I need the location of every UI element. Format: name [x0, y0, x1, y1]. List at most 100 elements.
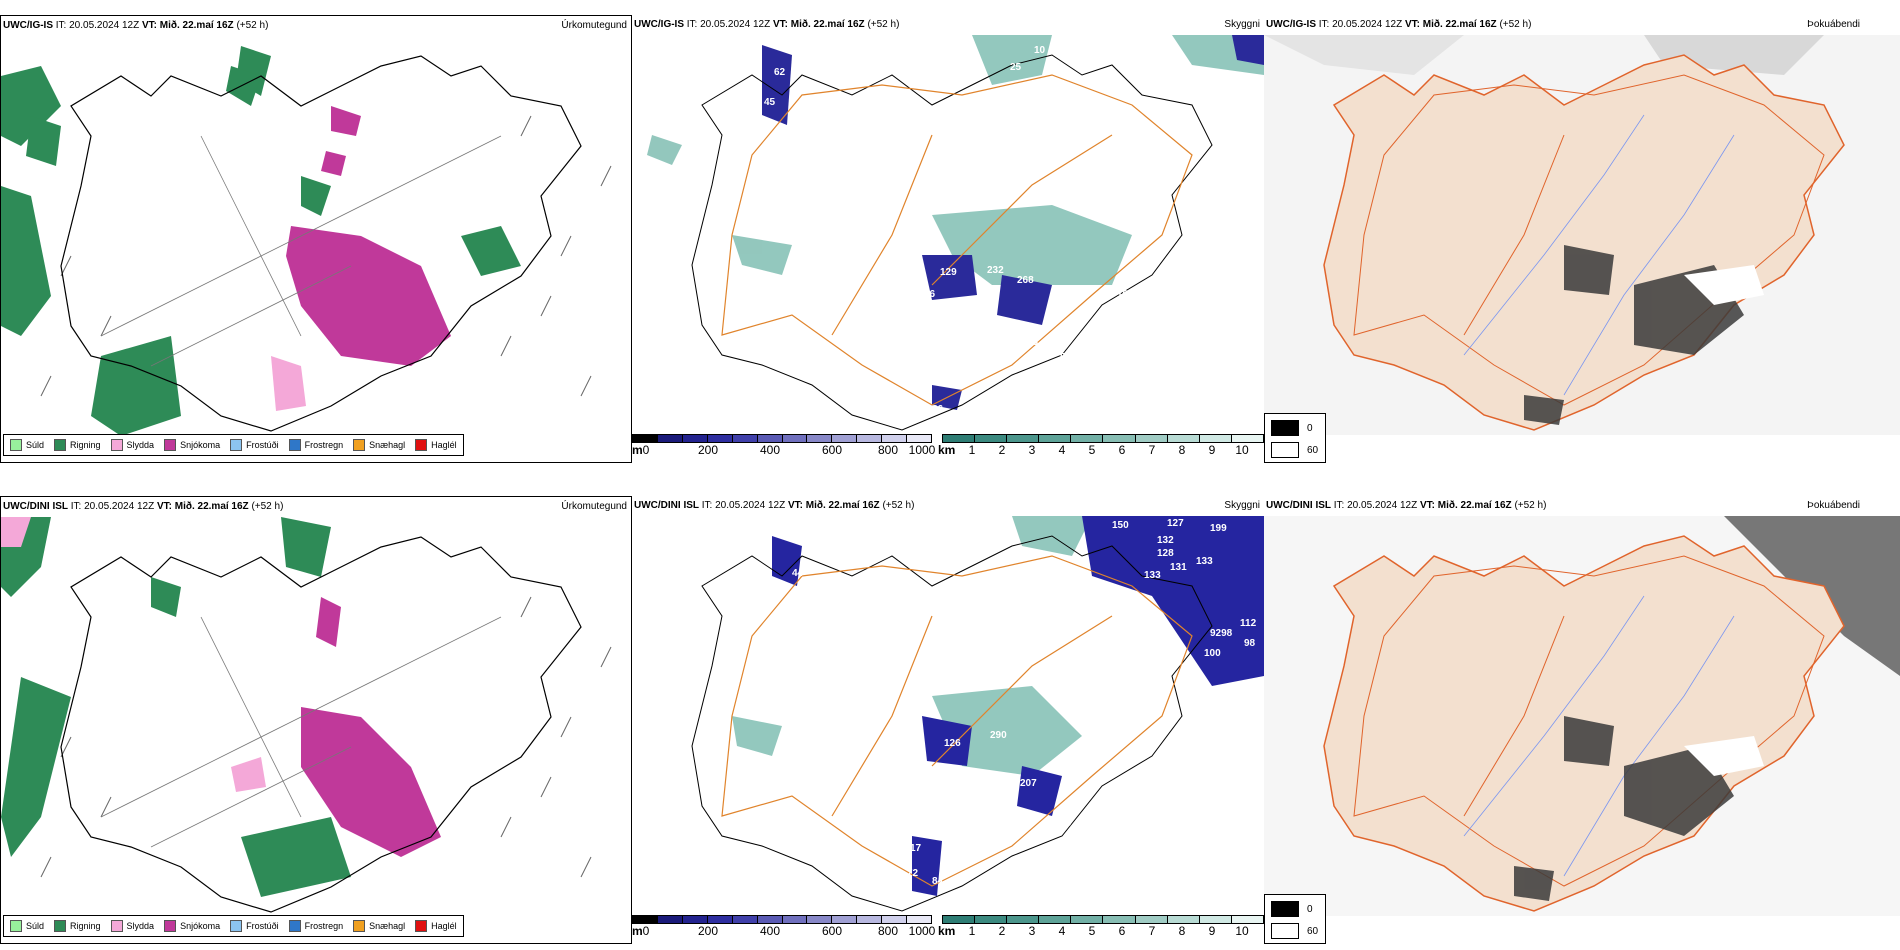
- value-label: 126: [944, 738, 961, 749]
- legend-swatch: [1271, 442, 1299, 458]
- fog-legend-item: 60: [1271, 923, 1325, 939]
- fog-map: [1264, 516, 1900, 916]
- panel-header: UWC/DINI ISL IT: 20.05.2024 12Z VT: Mið.…: [1266, 500, 1547, 511]
- value-label: 199: [1210, 523, 1227, 534]
- fog-legend-item: 60: [1271, 442, 1325, 458]
- legend-item: Súld: [10, 439, 44, 451]
- value-label: 207: [1020, 778, 1037, 789]
- value-label: 128: [1157, 548, 1174, 559]
- legend-swatch: [10, 439, 22, 451]
- legend-swatch: [110, 920, 123, 932]
- value-label: 84: [932, 876, 944, 887]
- fog-map: [1264, 35, 1900, 435]
- value-label: 31: [702, 723, 714, 734]
- value-label: 133: [1196, 556, 1213, 567]
- height-colorbar: m 0 200 400 600 800 1000: [632, 915, 935, 938]
- value-label: 127: [1167, 518, 1184, 529]
- precip-map: [1, 517, 612, 913]
- value-label: 86: [932, 404, 944, 415]
- value-label: 62: [774, 67, 786, 78]
- value-label: 73: [1027, 337, 1039, 348]
- panel-title: Þokuábendi: [1807, 19, 1860, 30]
- visibility-colorbar: km 1 2 3 4 5 6 7 8 9 10: [938, 915, 1264, 938]
- value-label: 70: [937, 325, 949, 336]
- value-label: 71: [1054, 335, 1066, 346]
- visibility-colorbar: km 1 2 3 4 5 6 7 8 9 10: [938, 434, 1264, 457]
- legend-swatch: [353, 920, 366, 932]
- visibility-ticks: km 1 2 3 4 5 6 7 8 9 10: [938, 443, 1249, 457]
- panel-title: Skyggni: [1224, 19, 1260, 30]
- panel-title: Úrkomutegund: [561, 501, 627, 512]
- panel-header: UWC/IG-IS IT: 20.05.2024 12Z VT: Mið. 22…: [3, 20, 269, 31]
- value-label: 45: [764, 97, 776, 108]
- legend-item: Snæhagl: [353, 920, 405, 932]
- cloud-vis-panel-top: UWC/IG-IS IT: 20.05.2024 12Z VT: Mið. 22…: [632, 15, 1264, 463]
- legend-swatch: [54, 439, 67, 451]
- value-label: 49: [910, 399, 922, 410]
- value-label: 9298: [1210, 628, 1233, 639]
- precip-map: [1, 46, 612, 436]
- legend-swatch: [288, 439, 301, 451]
- value-label: 10: [1117, 289, 1129, 300]
- legend-swatch: [1271, 420, 1299, 436]
- legend-swatch: [415, 920, 428, 932]
- value-label: 98: [1244, 638, 1256, 649]
- legend-swatch: [10, 920, 22, 932]
- legend-item: Frostúði: [230, 920, 279, 932]
- legend-swatch: [230, 920, 243, 932]
- value-label: 100: [1204, 648, 1221, 659]
- value-label: 16: [994, 339, 1006, 350]
- legend-item: Snjókoma: [164, 920, 220, 932]
- precip-type-panel-bottom: UWC/DINI ISL IT: 20.05.2024 12Z VT: Mið.…: [0, 496, 632, 944]
- legend-swatch: [1271, 923, 1299, 939]
- legend-item: Snjókoma: [164, 439, 220, 451]
- precip-type-panel-top: UWC/IG-IS IT: 20.05.2024 12Z VT: Mið. 22…: [0, 15, 632, 463]
- legend-item: Frostúði: [230, 439, 279, 451]
- cloud-map: 62 45 25 10 31 129 232 268 16 70 16 73 7…: [647, 35, 1264, 431]
- value-label: 50: [1060, 352, 1072, 363]
- panel-header: UWC/IG-IS IT: 20.05.2024 12Z VT: Mið. 22…: [634, 19, 900, 30]
- legend-item: Rigning: [54, 439, 101, 451]
- value-label: 133: [1144, 570, 1161, 581]
- legend-item: Slydda: [110, 920, 154, 932]
- legend-swatch: [110, 439, 123, 451]
- legend-swatch: [415, 439, 428, 451]
- value-label: 16: [924, 289, 936, 300]
- value-label: 232: [987, 265, 1004, 276]
- value-label: 129: [940, 267, 957, 278]
- legend-item: Súld: [10, 920, 44, 932]
- value-label: 72: [907, 868, 919, 879]
- fog-panel-bottom: UWC/DINI ISL IT: 20.05.2024 12Z VT: Mið.…: [1264, 496, 1900, 944]
- value-label: 58: [1060, 818, 1072, 829]
- value-label: 131: [1170, 562, 1187, 573]
- legend-item: Slydda: [110, 439, 154, 451]
- panel-title: Úrkomutegund: [561, 20, 627, 31]
- panel-title: Skyggni: [1224, 500, 1260, 511]
- value-label: 31: [702, 242, 714, 253]
- precip-type-legend: Súld Rigning Slydda Snjókoma Frostúði Fr…: [3, 434, 464, 456]
- fog-legend: 0 60: [1264, 413, 1326, 463]
- legend-swatch: [1271, 901, 1299, 917]
- fog-legend: 0 60: [1264, 894, 1326, 944]
- height-colorbar: m 0 200 400 600 800 1000: [632, 434, 935, 457]
- fog-panel-top: UWC/IG-IS IT: 20.05.2024 12Z VT: Mið. 22…: [1264, 15, 1900, 463]
- value-label: 25: [1010, 62, 1022, 73]
- legend-swatch: [54, 920, 67, 932]
- legend-swatch: [288, 920, 301, 932]
- legend-item: Snæhagl: [353, 439, 405, 451]
- value-label: 150: [1112, 520, 1129, 531]
- legend-item: Frostregn: [288, 920, 343, 932]
- panel-header: UWC/DINI ISL IT: 20.05.2024 12Z VT: Mið.…: [634, 500, 915, 511]
- value-label: 112: [1240, 618, 1257, 629]
- panel-title: Þokuábendi: [1807, 500, 1860, 511]
- fog-legend-item: 0: [1271, 901, 1325, 917]
- legend-swatch: [164, 920, 177, 932]
- legend-item: Rigning: [54, 920, 101, 932]
- legend-item: Haglél: [415, 439, 457, 451]
- value-label: 105: [944, 770, 961, 781]
- visibility-ticks: km 1 2 3 4 5 6 7 8 9 10: [938, 924, 1249, 938]
- legend-swatch: [353, 439, 366, 451]
- value-label: 17: [910, 843, 922, 854]
- value-label: 44: [792, 568, 804, 579]
- legend-swatch: [164, 439, 177, 451]
